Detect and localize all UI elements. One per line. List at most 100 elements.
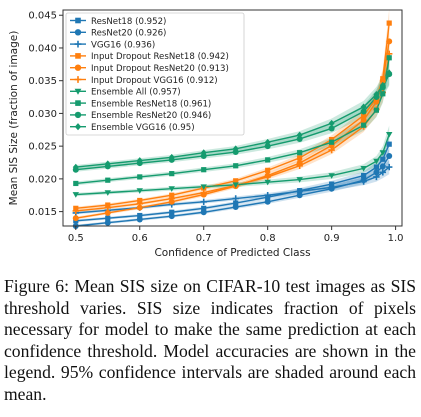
data-point-5-3: [168, 195, 175, 202]
y-tick-label: 0.045: [28, 11, 57, 22]
data-point-0-10: [373, 164, 380, 170]
y-tick-label: 0.020: [28, 174, 57, 185]
data-point-1-5: [232, 204, 239, 211]
data-point-6-6: [264, 179, 271, 186]
data-point-7-11: [380, 91, 386, 97]
data-point-7-10: [373, 107, 380, 113]
ci-band-8: [75, 62, 390, 172]
legend-marker-3: [75, 53, 81, 59]
x-tick-label: 0.9: [324, 233, 340, 244]
data-point-1-1: [104, 219, 111, 226]
data-point-2-7: [296, 188, 303, 195]
data-point-5-0: [72, 207, 79, 215]
data-point-8-9: [360, 108, 367, 115]
data-point-4-3: [168, 198, 175, 205]
data-point-7-6: [265, 157, 271, 163]
data-point-7-3: [169, 171, 175, 177]
data-point-0-5: [233, 200, 239, 206]
legend-marker-7: [75, 100, 81, 106]
data-point-9-12: [386, 69, 393, 77]
x-tick-label: 0.6: [132, 233, 148, 244]
x-axis-label: Confidence of Predicted Class: [154, 247, 310, 259]
data-point-0-9: [361, 173, 367, 179]
legend-entry-4: Input Dropout ResNet20 (0.913): [91, 64, 229, 74]
data-point-6-11: [379, 150, 387, 156]
x-tick-label: 1.0: [388, 233, 404, 244]
data-point-0-3: [169, 209, 175, 215]
data-point-2-9: [360, 178, 367, 185]
data-point-6-0: [72, 192, 79, 198]
y-tick-label: 0.030: [28, 109, 57, 120]
data-point-3-2: [137, 197, 143, 204]
data-point-3-6: [265, 167, 271, 173]
data-point-6-12: [386, 131, 393, 138]
x-tick-label: 0.8: [260, 233, 276, 244]
data-point-1-12: [386, 152, 393, 159]
legend-marker-8: [74, 111, 82, 119]
data-point-8-8: [328, 125, 335, 132]
legend-entry-3: Input Dropout ResNet18 (0.942): [91, 52, 229, 62]
legend-entry-8: Ensemble ResNet20 (0.946): [91, 111, 211, 121]
data-point-5-2: [136, 200, 143, 207]
y-tick-label: 0.040: [28, 43, 57, 54]
legend-box: [65, 12, 245, 136]
data-point-1-11: [379, 163, 386, 170]
data-point-9-6: [264, 138, 271, 146]
data-point-6-10: [373, 158, 380, 165]
data-point-9-11: [379, 81, 386, 89]
data-point-2-11: [379, 169, 387, 176]
data-point-5-1: [104, 204, 111, 211]
data-point-6-7: [296, 177, 303, 183]
y-tick-label: 0.035: [28, 76, 57, 87]
data-point-9-0: [72, 163, 79, 171]
data-point-5-7: [296, 162, 303, 169]
data-point-6-8: [328, 173, 335, 179]
legend-entry-7: Ensemble ResNet18 (0.961): [91, 99, 211, 109]
data-point-2-6: [264, 192, 271, 199]
plot-frame: [62, 9, 403, 227]
data-point-8-6: [264, 143, 271, 150]
data-point-9-3: [168, 153, 175, 161]
series-markers: [72, 20, 393, 229]
data-point-9-4: [200, 149, 207, 157]
data-point-4-9: [360, 116, 367, 123]
data-point-0-1: [105, 215, 111, 221]
data-point-3-12: [386, 20, 392, 26]
data-point-8-7: [296, 135, 303, 142]
data-point-9-1: [104, 160, 111, 168]
legend-marker-9: [74, 123, 82, 131]
data-point-6-9: [360, 166, 367, 172]
data-point-4-1: [104, 209, 111, 216]
data-point-6-2: [136, 188, 143, 194]
data-point-3-3: [169, 192, 175, 198]
legend-marker-4: [74, 64, 82, 71]
data-point-9-10: [373, 91, 380, 98]
data-point-6-5: [232, 182, 239, 188]
ci-band-0: [75, 135, 390, 223]
data-point-0-2: [137, 212, 143, 219]
data-point-9-5: [232, 145, 239, 153]
legend: ResNet18 (0.952) ResNet20 (0.926)VGG16 (0…: [65, 12, 245, 136]
data-point-1-2: [136, 216, 143, 223]
legend-entry-6: Ensemble All (0.957): [91, 88, 181, 98]
data-point-1-6: [264, 198, 271, 205]
data-point-1-7: [296, 192, 303, 199]
data-point-4-10: [373, 98, 380, 105]
data-point-2-5: [232, 195, 239, 202]
data-point-1-10: [373, 169, 380, 176]
ci-band-9: [75, 60, 390, 170]
data-point-0-8: [329, 181, 335, 187]
data-point-9-8: [328, 119, 335, 127]
data-point-5-8: [328, 146, 335, 154]
data-point-0-12: [386, 141, 392, 147]
data-point-4-12: [386, 38, 393, 45]
data-point-2-12: [386, 163, 393, 171]
data-point-1-3: [168, 213, 175, 220]
legend-marker-0: [75, 17, 81, 24]
data-point-7-0: [73, 180, 79, 187]
legend-marker-2: [74, 40, 82, 48]
data-point-2-4: [200, 198, 207, 205]
y-tick-label: 0.015: [28, 207, 57, 218]
ci-band-7: [75, 45, 390, 186]
legend-marker-5: [74, 76, 82, 83]
